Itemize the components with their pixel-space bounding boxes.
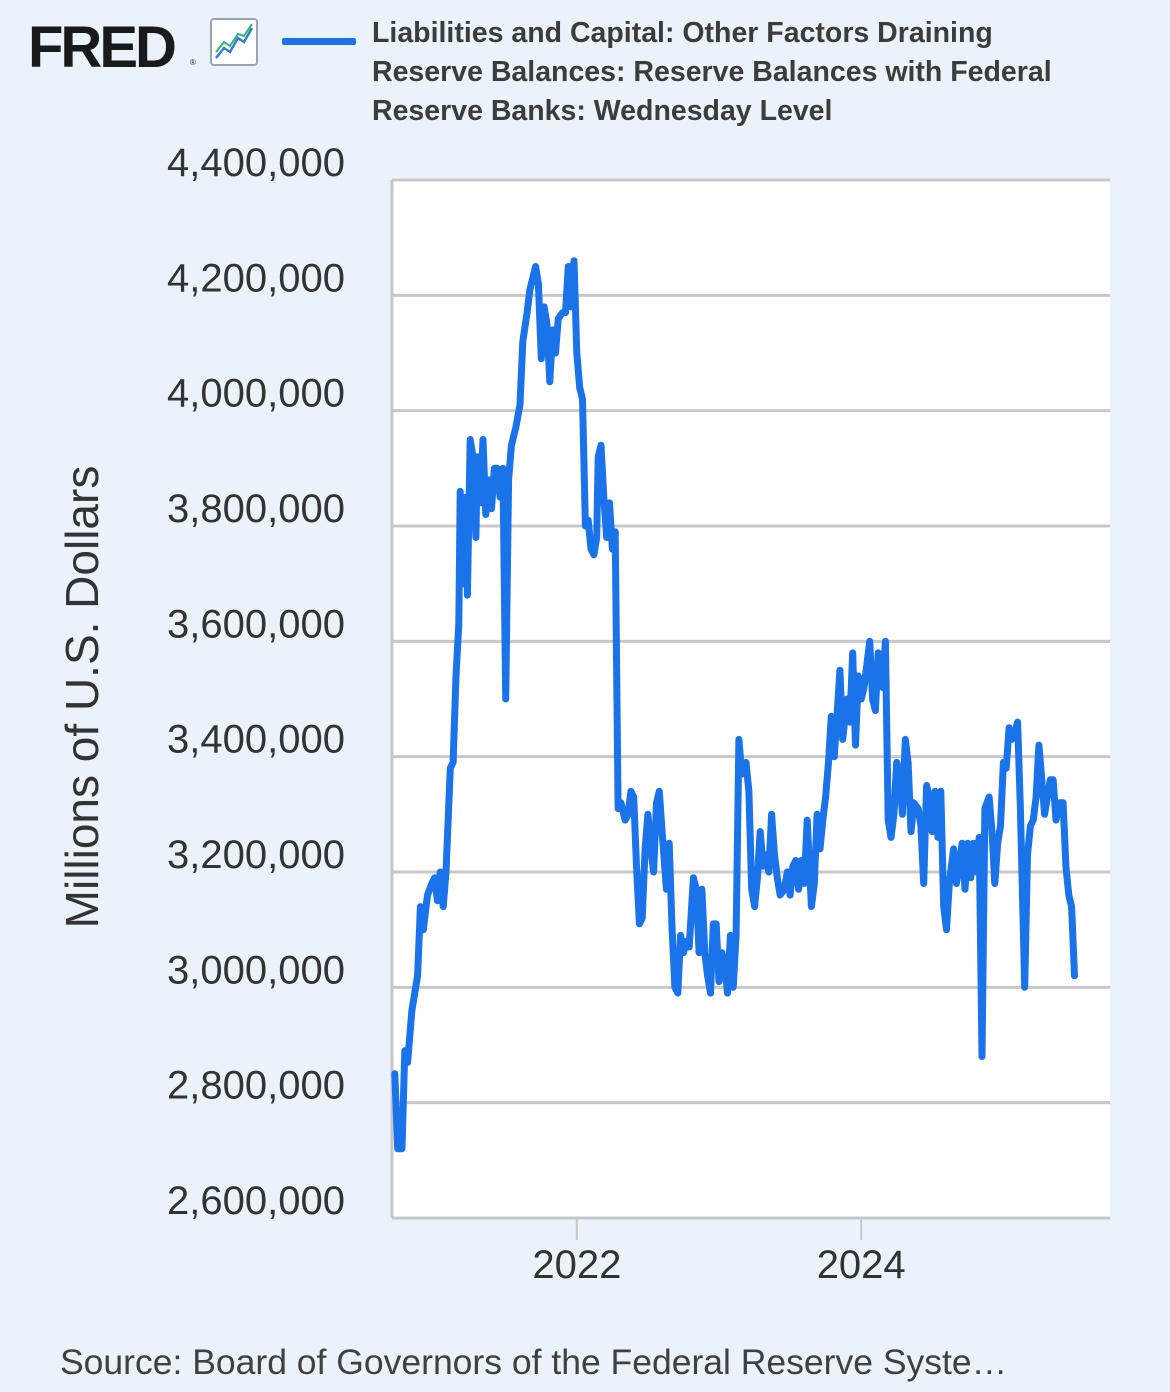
- fred-logo[interactable]: FRED: [28, 15, 177, 80]
- y-tick-label: 4,000,000: [167, 372, 345, 416]
- y-tick-label: 3,400,000: [167, 718, 345, 762]
- series-layer: [391, 257, 1078, 1153]
- legend-label[interactable]: Liabilities and Capital: Other Factors D…: [372, 17, 1052, 127]
- plot-background: [392, 180, 1110, 1218]
- series-line[interactable]: [391, 257, 1078, 1153]
- chart-area[interactable]: 4,400,000 4,200,000 4,000,000 3,800,000 3,60…: [0, 0, 1170, 1330]
- trend-chart-icon: [210, 18, 258, 66]
- y-tick-labels: 4,400,000 4,200,000 4,000,000 3,800,000 3,60…: [167, 141, 345, 1223]
- x-tick-label: 2024: [817, 1243, 906, 1287]
- y-tick-label: 3,200,000: [167, 833, 345, 877]
- y-tick-label: 2,600,000: [167, 1179, 345, 1223]
- chart-header: FRED ® Liabilities and Capital: Other Fa…: [0, 0, 1170, 140]
- y-tick-label: 3,800,000: [167, 487, 345, 531]
- source-note[interactable]: Source: Board of Governors of the Federa…: [60, 1342, 1008, 1382]
- x-ticks: 2022 2024: [532, 1218, 906, 1287]
- grid-lines: [392, 178, 1110, 1220]
- y-tick-label: 3,600,000: [167, 602, 345, 646]
- y-tick-label: 2,800,000: [167, 1064, 345, 1108]
- y-tick-label: 3,000,000: [167, 948, 345, 992]
- x-tick-label: 2022: [532, 1243, 621, 1287]
- y-tick-label: 4,400,000: [167, 141, 345, 185]
- legend-swatch: [282, 38, 356, 45]
- fred-logo-registered-mark: ®: [190, 58, 196, 67]
- y-tick-label: 4,200,000: [167, 256, 345, 300]
